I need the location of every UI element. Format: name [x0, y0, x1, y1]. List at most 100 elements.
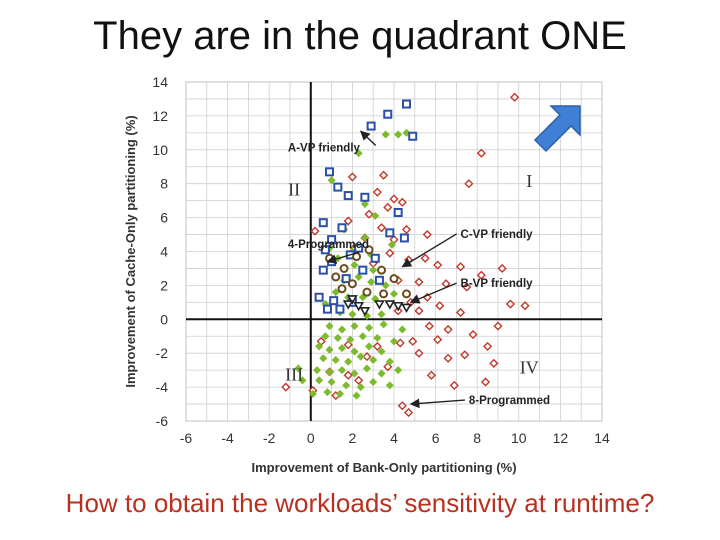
y-tick-label: 10	[152, 142, 168, 158]
data-point	[401, 224, 412, 235]
data-point	[377, 310, 386, 319]
data-point	[379, 289, 389, 299]
x-axis-label: Improvement of Bank-Only partitioning (%…	[251, 460, 516, 475]
data-point	[350, 322, 359, 331]
data-point	[364, 245, 374, 255]
data-point	[426, 370, 437, 380]
data-point	[414, 348, 424, 358]
quadrant-label: IV	[520, 358, 539, 378]
data-point	[377, 347, 386, 356]
annotation-label: 8-Programmed	[469, 395, 550, 407]
upper-right-arrow-icon	[533, 105, 581, 153]
data-point	[365, 342, 374, 351]
data-point	[333, 333, 342, 342]
data-point	[308, 389, 317, 398]
data-point	[389, 274, 399, 284]
data-point	[362, 364, 371, 373]
data-point	[366, 121, 376, 131]
data-point	[320, 245, 330, 255]
data-point	[401, 99, 411, 109]
annotation-arrow	[409, 282, 457, 304]
data-point	[364, 209, 374, 219]
data-point	[341, 274, 351, 284]
data-point	[353, 301, 365, 312]
data-point	[318, 218, 328, 228]
data-point	[510, 92, 520, 102]
data-point	[385, 248, 395, 258]
data-point	[397, 401, 407, 411]
data-point	[392, 301, 404, 312]
data-point	[489, 358, 499, 368]
data-point	[318, 265, 328, 275]
x-tick-label: -6	[180, 430, 193, 446]
data-point	[401, 303, 412, 314]
x-tick-label: 14	[594, 430, 610, 446]
data-point	[455, 307, 466, 318]
y-tick-label: 4	[160, 244, 168, 260]
annotation-arrow	[360, 130, 377, 147]
quadrant-label: I	[526, 171, 532, 191]
data-point	[449, 380, 459, 390]
data-point	[354, 375, 364, 385]
data-point	[387, 240, 396, 249]
data-point	[343, 191, 353, 201]
data-point	[385, 357, 394, 366]
data-point	[327, 235, 337, 245]
annotation-label: C-VP friendly	[461, 229, 534, 241]
data-point	[399, 233, 409, 243]
data-point	[337, 344, 347, 353]
data-point	[329, 296, 339, 306]
annotation-label: 4-Programmed	[288, 239, 369, 251]
series-a-vp-friendly	[314, 99, 418, 314]
y-tick-label: 12	[152, 108, 168, 124]
data-point	[347, 172, 357, 182]
data-point	[323, 388, 332, 397]
data-point	[377, 369, 386, 378]
data-point	[281, 382, 291, 392]
data-point	[464, 179, 474, 189]
data-point	[379, 170, 389, 180]
data-point	[342, 381, 351, 390]
data-point	[325, 345, 334, 354]
data-point	[383, 362, 393, 372]
data-point	[414, 306, 424, 316]
y-tick-label: 0	[160, 311, 168, 327]
data-point	[369, 266, 378, 275]
series-8-programmed	[281, 92, 530, 418]
data-point	[493, 321, 503, 331]
data-point	[420, 253, 430, 263]
data-point	[337, 366, 347, 375]
data-point	[398, 325, 407, 334]
slide-question: How to obtain the workloads’ sensitivity…	[65, 488, 655, 518]
annotation-arrow	[326, 251, 360, 264]
data-point	[443, 353, 453, 363]
arrow-shape	[533, 105, 581, 153]
data-point	[476, 270, 486, 280]
data-point	[356, 352, 365, 361]
data-point	[339, 263, 349, 273]
data-point	[350, 261, 359, 270]
data-point	[403, 407, 414, 418]
y-tick-label: 6	[160, 210, 168, 226]
chart-ticks: -6 -4 -2 0 2 4 6 8 10 12 14 -6 -4 -2 0 2 4 6 8 10 12 14	[152, 74, 610, 446]
data-point	[358, 265, 368, 275]
data-point	[333, 182, 343, 192]
data-point	[365, 323, 374, 332]
data-point	[337, 284, 347, 294]
data-point	[384, 300, 396, 310]
data-point	[381, 130, 390, 139]
data-point	[348, 310, 357, 319]
data-point	[342, 300, 354, 310]
data-point	[476, 148, 486, 158]
data-point	[369, 355, 378, 365]
data-point	[347, 279, 357, 289]
data-point	[369, 377, 378, 387]
data-point	[371, 294, 380, 303]
y-tick-label: -4	[156, 379, 169, 395]
chart-annotations: A-VP friendly 4-Programmed C-VP friendly B-…	[288, 130, 550, 409]
annotation-label: A-VP friendly	[288, 142, 361, 154]
data-point	[374, 300, 385, 310]
data-point	[360, 192, 370, 202]
